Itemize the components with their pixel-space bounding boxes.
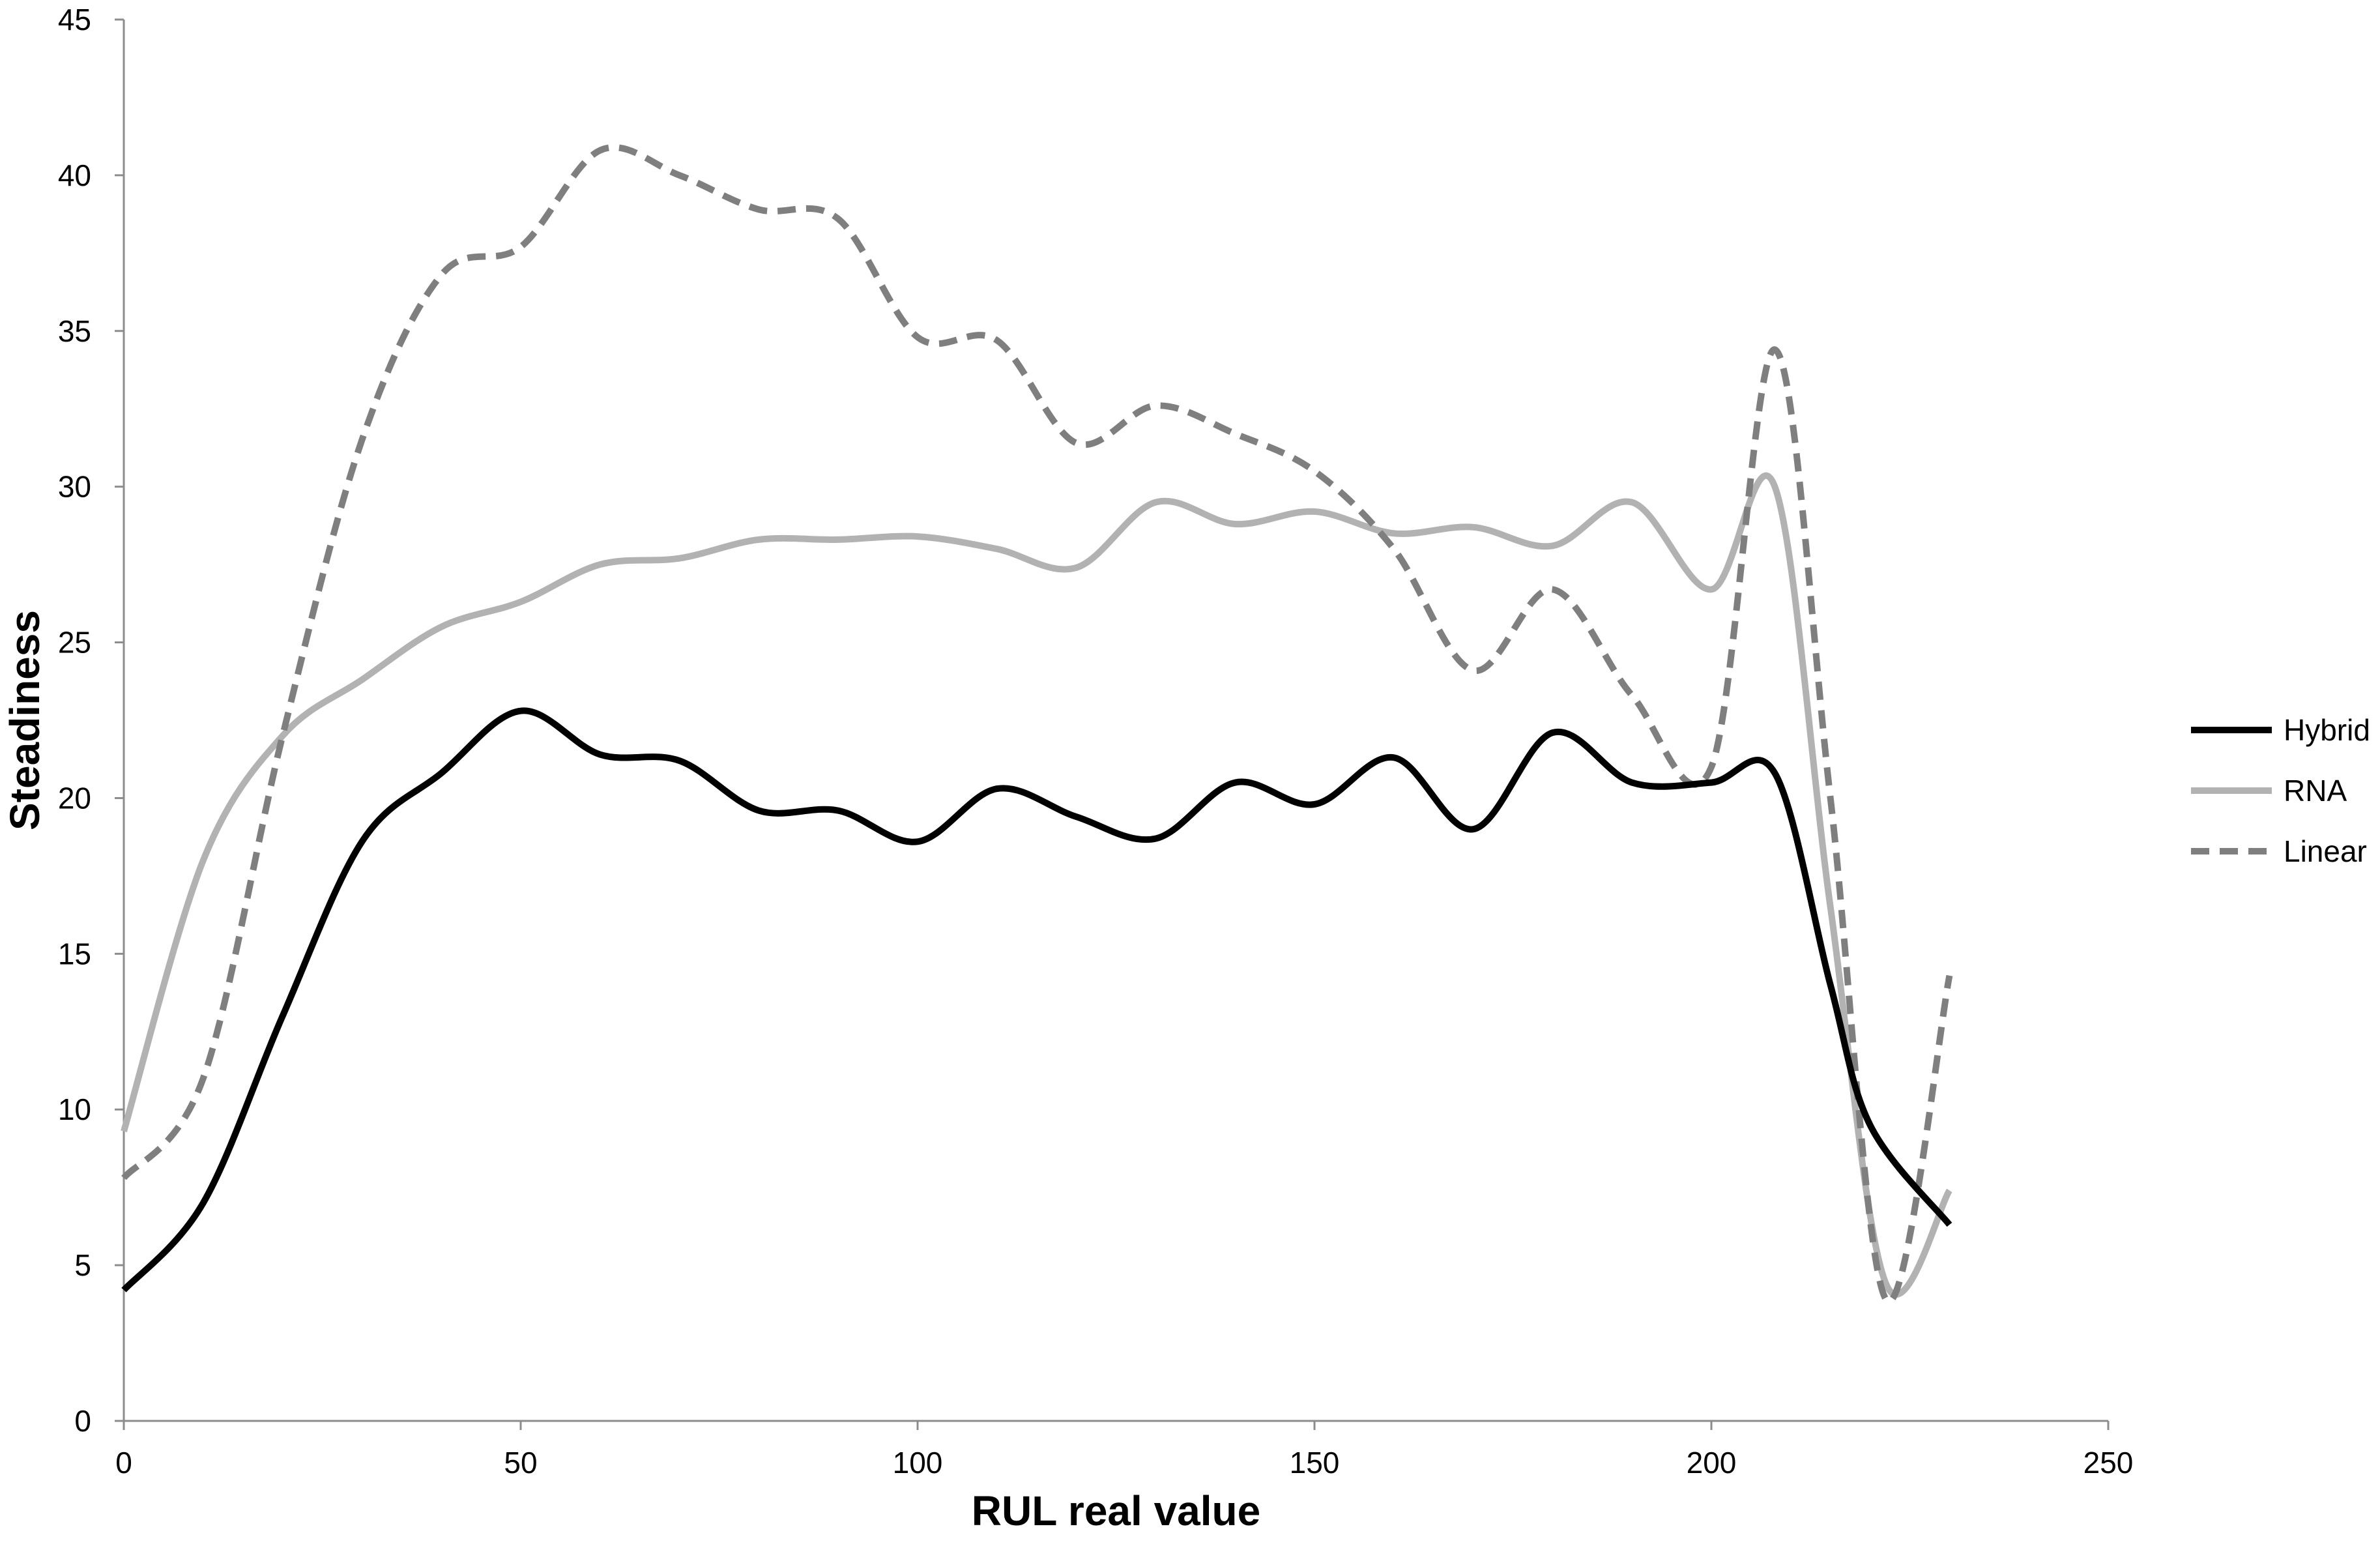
y-tick-label: 0 <box>74 1404 91 1438</box>
y-tick-label: 40 <box>58 158 91 192</box>
x-tick-label: 100 <box>893 1446 943 1480</box>
series-line-rna <box>121 472 1952 1298</box>
legend: Hybrid RNA Linear <box>2191 713 2370 868</box>
tick-labels: 0 5 10 15 20 25 30 35 40 45 0 50 100 150 200 250 <box>58 3 2134 1480</box>
y-tick-label: 5 <box>74 1248 91 1282</box>
axes <box>123 20 2108 1422</box>
y-tick-label: 15 <box>58 937 91 971</box>
legend-label-hybrid: Hybrid <box>2284 713 2370 747</box>
legend-label-linear: Linear <box>2284 834 2367 868</box>
y-tick-label: 30 <box>58 470 91 504</box>
x-tick-label: 150 <box>1290 1446 1340 1480</box>
x-tick-label: 250 <box>2083 1446 2134 1480</box>
y-tick-label: 25 <box>58 626 91 660</box>
legend-label-rna: RNA <box>2284 774 2347 808</box>
series-line-hybrid <box>121 707 1952 1292</box>
x-axis-title: RUL real value <box>972 1487 1260 1534</box>
y-tick-label: 20 <box>58 781 91 815</box>
x-tick-label: 50 <box>504 1446 537 1480</box>
y-tick-label: 45 <box>58 3 91 37</box>
y-tick-label: 10 <box>58 1092 91 1126</box>
series-lines <box>121 144 1953 1305</box>
x-tick-label: 0 <box>115 1446 132 1480</box>
y-tick-label: 35 <box>58 314 91 348</box>
y-axis-title: Steadiness <box>1 610 48 830</box>
series-line-linear <box>121 144 1953 1305</box>
x-tick-label: 200 <box>1687 1446 1737 1480</box>
